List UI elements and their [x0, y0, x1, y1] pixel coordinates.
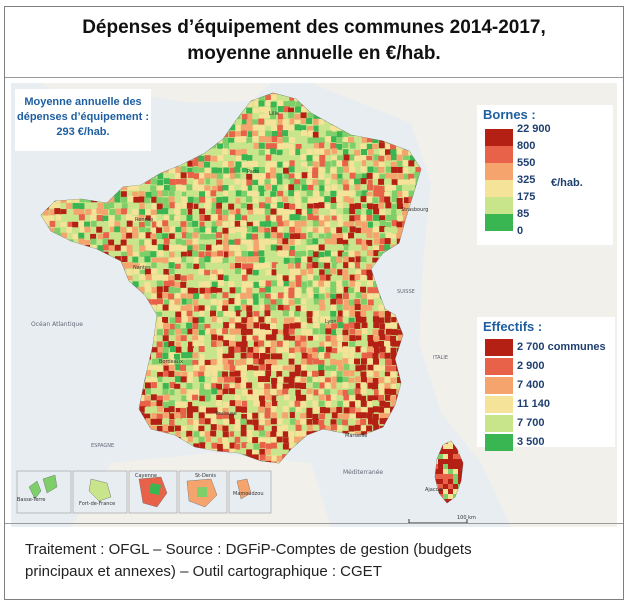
- figure-frame: Dépenses d’équipement des communes 2014-…: [4, 6, 624, 600]
- overseas-insets: [16, 470, 272, 514]
- effectifs-legend: Effectifs : 2 700 communes 2 900 7 400 11 1…: [477, 317, 615, 451]
- label-lille: Lille: [269, 111, 280, 117]
- label-paris: Paris: [247, 169, 259, 175]
- effectifs-swatch: [485, 358, 513, 375]
- effectifs-count-label: 11 140: [517, 398, 551, 410]
- average-line-1: Moyenne annuelle des: [24, 96, 142, 108]
- average-line-2: dépenses d’équipement :: [16, 111, 150, 123]
- bornes-threshold-label: 85: [517, 208, 530, 220]
- average-box: Moyenne annuelle des dépenses d’équipeme…: [15, 89, 151, 151]
- label-mamoudzou: Mamoudzou: [233, 491, 264, 497]
- label-spain: ESPAGNE: [91, 443, 115, 449]
- choropleth-map: Océan Atlantique Méditerranée ESPAGNE IT…: [11, 83, 617, 527]
- label-fort-de-france: Fort-de-France: [79, 501, 116, 507]
- effectifs-legend-title: Effectifs :: [483, 319, 543, 334]
- effectifs-count-label: 2 900: [517, 360, 545, 372]
- bornes-threshold-label: 175: [517, 191, 536, 203]
- label-marseille: Marseille: [345, 433, 368, 439]
- title-line-2: moyenne annuelle en €/hab.: [187, 43, 441, 64]
- bornes-threshold-label: 22 900: [517, 123, 551, 135]
- bornes-threshold-label: 325: [517, 174, 536, 186]
- title-line-1: Dépenses d’équipement des communes 2014-…: [82, 17, 546, 38]
- effectifs-count-label: 7 400: [517, 379, 545, 391]
- bornes-swatch: [485, 180, 513, 197]
- label-st-denis: St-Denis: [195, 473, 217, 479]
- effectifs-swatch: [485, 339, 513, 356]
- average-line-3: 293 €/hab.: [56, 126, 110, 138]
- label-rennes: Rennes: [135, 217, 154, 223]
- bornes-threshold-label: 0: [517, 225, 524, 237]
- title-divider: [5, 77, 623, 78]
- effectifs-swatch: [485, 396, 513, 413]
- label-nantes: Nantes: [133, 265, 151, 271]
- bornes-unit: €/hab.: [551, 177, 583, 189]
- label-sea: Méditerranée: [343, 469, 384, 476]
- bornes-swatch: [485, 214, 513, 231]
- label-bordeaux: Bordeaux: [159, 359, 183, 365]
- label-italy: ITALIE: [433, 355, 448, 361]
- effectifs-count-label: 3 500: [517, 436, 545, 448]
- effectifs-swatch: [485, 415, 513, 432]
- bornes-swatch: [485, 146, 513, 163]
- bornes-swatch: [485, 197, 513, 214]
- bornes-swatch: [485, 129, 513, 146]
- label-ajaccio: Ajaccio: [425, 487, 443, 493]
- bornes-legend-title: Bornes :: [483, 107, 536, 122]
- source-line-2: principaux et annexes) – Outil cartograp…: [25, 563, 382, 580]
- label-cayenne: Cayenne: [135, 473, 158, 479]
- label-scale: 100 km: [457, 515, 476, 521]
- effectifs-count-label: 2 700 communes: [517, 341, 606, 353]
- source-line-1: Traitement : OFGL – Source : DGFiP-Compt…: [25, 541, 472, 558]
- corsica-cells: [435, 441, 463, 503]
- effectifs-swatch: [485, 434, 513, 451]
- england-land: [41, 83, 271, 103]
- bornes-threshold-label: 550: [517, 157, 536, 169]
- bornes-threshold-label: 800: [517, 140, 536, 152]
- label-basse-terre: Basse-Terre: [17, 497, 46, 503]
- label-ocean: Océan Atlantique: [31, 321, 83, 328]
- label-toulouse: Toulouse: [215, 411, 237, 417]
- effectifs-count-label: 7 700: [517, 417, 545, 429]
- source-note: Traitement : OFGL – Source : DGFiP-Compt…: [25, 539, 605, 583]
- bornes-swatch: [485, 163, 513, 180]
- label-lyon: Lyon: [325, 319, 337, 325]
- bornes-legend: Bornes : €/hab. 22 900 800 550 325 175 85 0: [477, 105, 613, 245]
- source-divider: [5, 523, 623, 524]
- label-switzerland: SUISSE: [397, 289, 415, 295]
- label-strasbourg: Strasbourg: [401, 207, 429, 213]
- figure-title: Dépenses d’équipement des communes 2014-…: [5, 15, 623, 67]
- effectifs-swatch: [485, 377, 513, 394]
